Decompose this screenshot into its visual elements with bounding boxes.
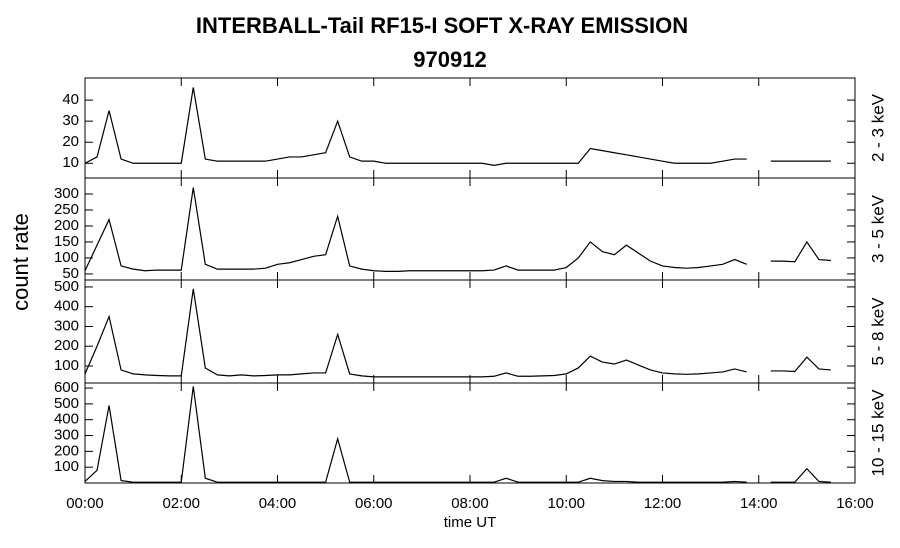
y-tick-label: 10 <box>62 154 79 171</box>
data-line <box>84 386 747 483</box>
data-line <box>84 288 747 378</box>
x-tick-label: 02:00 <box>162 495 200 512</box>
energy-label: 5 - 8 keV <box>868 297 887 366</box>
energy-label: 3 - 5 keV <box>868 194 887 263</box>
y-tick-label: 600 <box>54 379 79 396</box>
data-line <box>770 356 831 373</box>
x-tick-label: 10:00 <box>547 495 585 512</box>
x-tick-label: 12:00 <box>644 495 682 512</box>
x-axis-label: time UT <box>444 514 497 531</box>
chart-title: INTERBALL-Tail RF15-I SOFT X-RAY EMISSIO… <box>196 13 688 38</box>
y-tick-label: 200 <box>54 217 79 234</box>
y-axis-label: count rate <box>8 213 33 311</box>
y-tick-label: 30 <box>62 112 79 129</box>
data-line <box>84 87 747 166</box>
x-tick-label: 06:00 <box>355 495 393 512</box>
y-tick-label: 300 <box>54 317 79 334</box>
y-tick-label: 40 <box>62 91 79 108</box>
data-line <box>84 187 747 272</box>
y-tick-label: 400 <box>54 298 79 315</box>
data-line <box>770 240 831 263</box>
y-tick-label: 20 <box>62 133 79 150</box>
x-tick-label: 16:00 <box>836 495 874 512</box>
y-tick-label: 100 <box>54 458 79 475</box>
y-tick-label: 200 <box>54 442 79 459</box>
energy-label: 10 - 15 keV <box>868 389 887 477</box>
y-tick-label: 100 <box>54 249 79 266</box>
y-tick-label: 300 <box>54 185 79 202</box>
y-tick-label: 200 <box>54 337 79 354</box>
panel-frame <box>84 177 856 281</box>
y-tick-label: 300 <box>54 427 79 444</box>
panel-frame <box>84 279 856 384</box>
y-tick-label: 50 <box>62 265 79 282</box>
data-line <box>770 467 831 483</box>
y-tick-label: 150 <box>54 233 79 250</box>
x-tick-label: 14:00 <box>740 495 778 512</box>
energy-label: 2 - 3 keV <box>868 93 887 162</box>
x-tick-label: 04:00 <box>259 495 297 512</box>
chart-subtitle: 970912 <box>413 47 486 72</box>
panel-frame <box>84 382 856 484</box>
y-tick-label: 100 <box>54 357 79 374</box>
y-tick-label: 500 <box>54 395 79 412</box>
x-tick-label: 00:00 <box>66 495 104 512</box>
y-tick-label: 250 <box>54 201 79 218</box>
x-tick-label: 08:00 <box>451 495 489 512</box>
y-tick-label: 500 <box>54 278 79 295</box>
y-tick-label: 400 <box>54 411 79 428</box>
